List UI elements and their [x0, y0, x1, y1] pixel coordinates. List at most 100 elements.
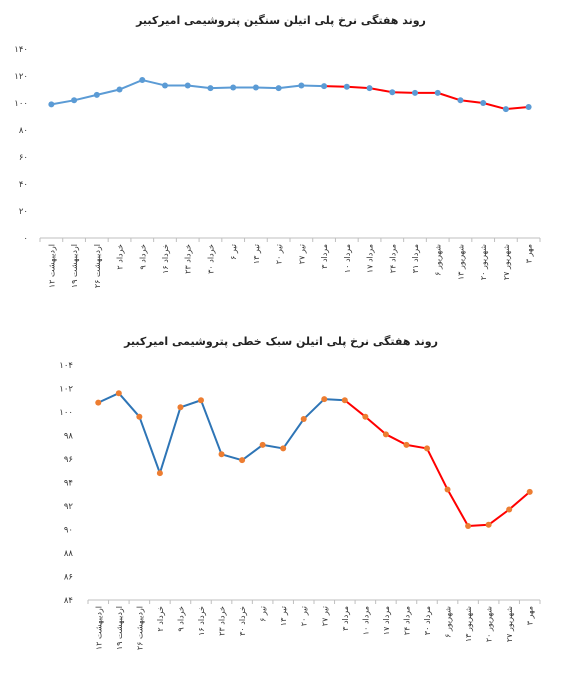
x-tick-label: ۲۷ تیر	[320, 606, 329, 626]
series-line-segment	[323, 85, 348, 88]
x-tick-label: ۹ خرداد	[138, 244, 147, 270]
data-point	[502, 106, 509, 113]
series-line-segment	[508, 490, 531, 511]
series-line-segment	[117, 392, 141, 418]
x-tick-label: ۳۰ خرداد	[238, 606, 247, 636]
series-line-segment	[200, 399, 223, 456]
data-point	[343, 83, 350, 90]
x-tick-label: ۲۶ اردیبهشت	[93, 244, 102, 288]
x-tick-label: ۲۰ تیر	[300, 606, 309, 626]
data-point	[526, 488, 533, 495]
series-line-segment	[343, 399, 367, 418]
chart-lldpe-title: روند هفتگی نرخ پلی اتیلن سبک خطی پتروشیم…	[124, 335, 438, 348]
series-line-segment	[300, 84, 326, 88]
series-line-segment	[141, 79, 166, 87]
data-point	[506, 506, 513, 513]
x-tick-label: ۲۰ تیر	[275, 244, 284, 264]
y-tick-label: ۸۰	[19, 126, 28, 136]
chart-hdpe: روند هفتگی نرخ پلی اتیلن سنگین پتروشیمی …	[0, 0, 562, 320]
x-tick-label: ۶ شهریور	[444, 606, 453, 638]
series-line-segment	[261, 443, 285, 450]
x-tick-label: ۱۶ خرداد	[197, 606, 206, 636]
series-line-segment	[179, 399, 202, 409]
data-point	[457, 97, 464, 104]
data-point	[177, 404, 184, 411]
x-tick-label: ۳۰ مرداد	[423, 606, 432, 635]
x-tick-label: ۱۲ اردیبهشت	[47, 244, 56, 288]
x-tick-label: ۱۹ اردیبهشت	[70, 244, 79, 288]
data-point	[71, 97, 78, 104]
series-line-segment	[73, 93, 98, 102]
series-line-segment	[97, 392, 120, 404]
data-point	[465, 522, 472, 529]
y-tick-label: ۹۲	[64, 502, 74, 512]
data-point	[252, 84, 259, 91]
x-tick-label: ۲۴ مرداد	[388, 244, 397, 273]
y-tick-label: ۱۴۰	[14, 45, 28, 55]
x-tick-label: ۲۷ شهریور	[505, 606, 514, 642]
x-tick-label: ۳ مهر	[526, 606, 535, 625]
x-tick-label: ۳۰ خرداد	[206, 244, 215, 274]
series-line-segment	[487, 508, 511, 526]
series-line-segment	[186, 84, 212, 90]
series-line-segment	[158, 406, 182, 475]
x-tick-label: ۶ تیر	[259, 606, 268, 622]
y-tick-label: ۸۶	[64, 573, 73, 583]
y-tick-label: ۹۸	[64, 432, 74, 442]
data-point	[480, 100, 487, 106]
y-tick-label: ۹۰	[64, 526, 73, 536]
data-point	[218, 451, 225, 458]
series-line-segment	[504, 106, 530, 111]
x-tick-label: ۲۷ شهریور	[502, 244, 511, 280]
series-line-segment	[436, 91, 462, 102]
series-line-segment	[426, 447, 449, 491]
x-tick-label: ۱۶ خرداد	[161, 244, 170, 274]
x-tick-label: ۱۳ تیر	[279, 606, 288, 626]
series-line-segment	[50, 99, 76, 106]
data-point	[156, 470, 163, 477]
chart-lldpe-plot: ۸۴ ۸۶ ۸۸ ۹۰ ۹۲ ۹۴ ۹۶ ۹۸ ۱۰۰ ۱۰۲ ۱۰۴ ۱۲ اردیبهشت ۱۹ ا…	[59, 361, 541, 650]
data-point	[275, 85, 282, 92]
data-point	[280, 445, 287, 452]
x-tick-label: ۱۷ مرداد	[382, 606, 391, 635]
series-line-segment	[220, 453, 244, 462]
series-line-segment	[459, 99, 485, 104]
x-tick-label: ۱۹ اردیبهشت	[115, 606, 124, 650]
data-point	[298, 82, 305, 89]
data-point	[198, 397, 204, 404]
y-tick-label: ۹۴	[64, 479, 73, 489]
y-tick-label: ۱۰۴	[59, 361, 73, 371]
x-tick-label: ۱۲ اردیبهشت	[94, 606, 103, 650]
x-tick-label: ۳ مرداد	[341, 606, 350, 631]
data-point	[259, 441, 266, 448]
y-tick-label: ۴۰	[19, 180, 28, 190]
data-point	[403, 441, 410, 448]
x-tick-label: ۳۱ مرداد	[411, 244, 420, 273]
series-line-segment	[323, 398, 346, 402]
y-tick-label: ۱۰۰	[14, 99, 28, 109]
data-point	[485, 521, 492, 528]
data-point	[434, 89, 441, 96]
y-tick-label: ۱۲۰	[14, 72, 28, 82]
x-tick-label: ۲۳ خرداد	[184, 244, 193, 274]
series-line-segment	[345, 85, 371, 90]
data-point	[300, 416, 307, 423]
x-tick-label: ۲۰ شهریور	[485, 606, 494, 642]
x-tick-label: ۲ خرداد	[116, 244, 125, 270]
x-tick-label: ۲۴ مرداد	[402, 606, 411, 635]
data-point	[321, 83, 328, 90]
x-tick-label: ۱۰ مرداد	[361, 606, 370, 635]
series-line-segment	[95, 88, 121, 96]
y-tick-label: ۰	[23, 234, 28, 244]
series-line-segment	[482, 102, 507, 111]
series-line-segment	[391, 91, 416, 94]
chart-hdpe-plot: ۰ ۲۰ ۴۰ ۶۰ ۸۰ ۱۰۰ ۱۲۰ ۱۴۰ ۱۲ اردیبهشت ۱۹ اردیبهشت…	[14, 45, 541, 288]
data-point	[184, 82, 191, 89]
data-point	[230, 84, 237, 91]
chart-hdpe-title: روند هفتگی نرخ پلی اتیلن سنگین پتروشیمی …	[136, 14, 426, 27]
data-point	[93, 91, 100, 98]
data-point	[341, 397, 348, 404]
data-point	[525, 104, 532, 111]
x-tick-label: ۲۰ شهریور	[479, 244, 488, 280]
data-point	[48, 101, 55, 108]
